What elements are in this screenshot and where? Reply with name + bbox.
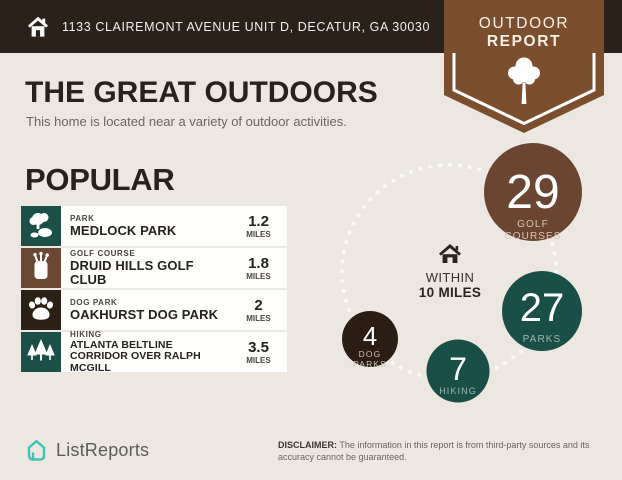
page-subtitle: This home is located near a variety of o… xyxy=(26,114,347,129)
svg-text:PARKS: PARKS xyxy=(523,334,562,345)
bubble-dog-parks: 4 DOG PARKS xyxy=(342,311,398,369)
pine-trees-icon xyxy=(21,332,61,372)
paw-icon xyxy=(21,290,61,330)
poi-distance: 1.2 xyxy=(248,213,269,230)
poi-card-dog-park: DOG PARK OAKHURST DOG PARK 2 MILES xyxy=(21,290,287,330)
svg-text:PARKS: PARKS xyxy=(353,359,387,369)
tree-icon xyxy=(508,57,540,104)
popular-heading: POPULAR xyxy=(25,162,175,197)
badge-line2: REPORT xyxy=(487,33,561,50)
home-icon xyxy=(28,16,48,37)
poi-category: HIKING xyxy=(70,330,102,340)
outdoor-report-badge: OUTDOOR REPORT xyxy=(444,0,604,136)
svg-text:COURSES: COURSES xyxy=(504,231,561,242)
poi-card-park: PARK MEDLOCK PARK 1.2 MILES xyxy=(21,206,287,246)
address-text: 1133 CLAIREMONT AVENUE UNIT D, DECATUR, … xyxy=(62,19,431,34)
radius-visualization: WITHIN 10 MILES 29 GOLF COURSES 27 PARKS… xyxy=(339,143,582,403)
svg-text:27: 27 xyxy=(520,286,565,330)
golf-bag-icon xyxy=(21,248,61,288)
poi-distance-unit: MILES xyxy=(246,356,271,365)
disclaimer-label: DISCLAIMER: xyxy=(278,440,337,450)
poi-distance: 3.5 xyxy=(248,339,269,356)
poi-name: MEDLOCK PARK xyxy=(70,222,177,238)
poi-name: DRUID HILLS GOLF CLUB xyxy=(70,257,194,287)
poi-distance: 1.8 xyxy=(248,255,269,272)
svg-text:4: 4 xyxy=(363,321,377,351)
badge-line1: OUTDOOR xyxy=(479,15,569,32)
popular-list: PARK MEDLOCK PARK 1.2 MILES GOLF COUR xyxy=(21,206,287,374)
poi-distance-unit: MILES xyxy=(246,314,271,323)
poi-card-golf-course: GOLF COURSE DRUID HILLS GOLF CLUB 1.8 MI… xyxy=(21,248,287,288)
poi-distance: 2 xyxy=(254,297,263,314)
poi-category: DOG PARK xyxy=(70,297,118,307)
listreports-house-icon xyxy=(27,440,46,461)
poi-distance-unit: MILES xyxy=(246,230,271,239)
poi-card-hiking: HIKING ATLANTA BELTLINE CORRIDOR OVER RA… xyxy=(21,330,287,374)
poi-distance-unit: MILES xyxy=(246,272,271,281)
bubble-golf-courses: 29 GOLF COURSES xyxy=(484,143,582,242)
svg-text:DOG: DOG xyxy=(359,349,382,359)
page-title: THE GREAT OUTDOORS xyxy=(25,76,378,109)
listreports-logo: ListReports xyxy=(24,437,149,463)
bubble-parks: 27 PARKS xyxy=(502,271,582,351)
svg-text:7: 7 xyxy=(449,351,467,387)
svg-text:HIKING: HIKING xyxy=(439,386,477,396)
svg-text:29: 29 xyxy=(506,166,559,219)
poi-name: OAKHURST DOG PARK xyxy=(70,306,219,322)
bubble-hiking: 7 HIKING xyxy=(426,339,490,403)
disclaimer-text: DISCLAIMER: The information in this repo… xyxy=(278,440,590,462)
brand-name: ListReports xyxy=(56,439,150,460)
poi-category: PARK xyxy=(70,213,95,223)
park-icon xyxy=(21,206,61,246)
svg-text:GOLF: GOLF xyxy=(517,219,549,230)
within-label: WITHIN xyxy=(426,270,475,285)
poi-name: ATLANTA BELTLINE CORRIDOR OVER RALPH MCG… xyxy=(70,339,201,374)
badge-inner-border xyxy=(452,53,596,126)
poi-category: GOLF COURSE xyxy=(70,248,136,258)
center-home-icon xyxy=(439,244,461,263)
within-miles-label: 10 MILES xyxy=(419,285,481,300)
